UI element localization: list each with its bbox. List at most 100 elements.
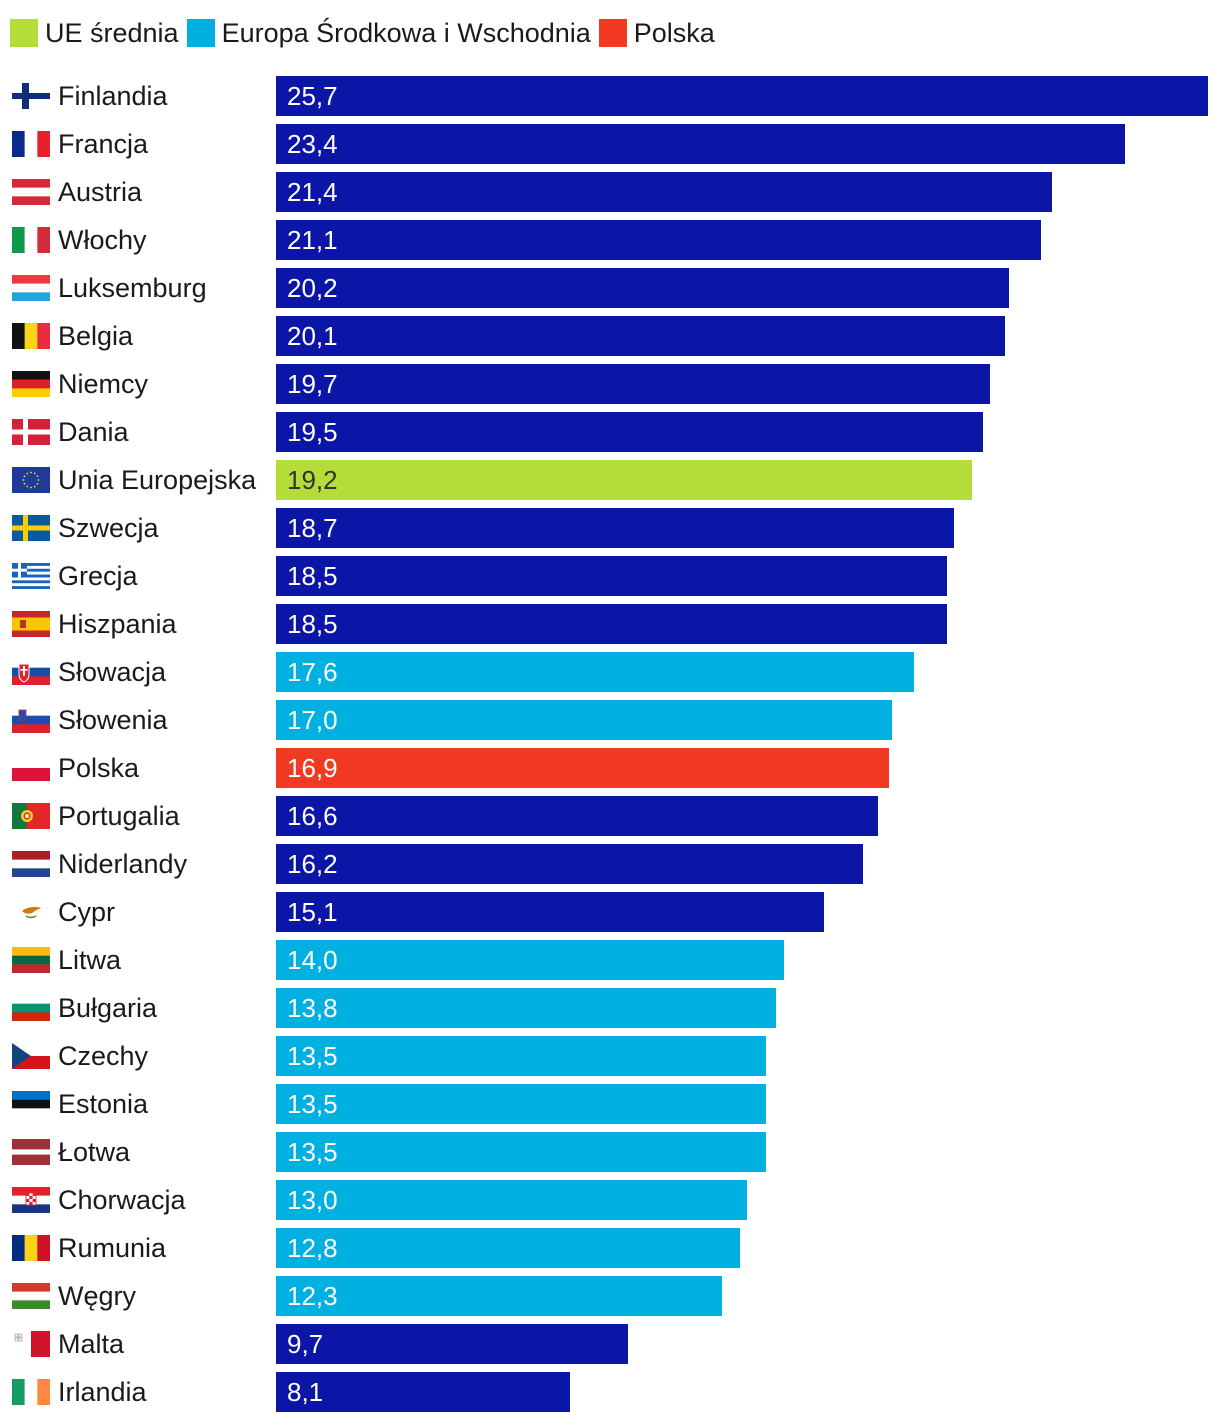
flag-lv-icon: [12, 1139, 50, 1165]
country-label: Szwecja: [58, 513, 159, 543]
country-label: Słowacja: [58, 657, 167, 687]
flag-lu-icon: [12, 275, 50, 301]
country-label: Grecja: [58, 561, 138, 591]
legend-label: Europa Środkowa i Wschodnia: [221, 17, 591, 48]
flag-pt-icon: [12, 803, 50, 829]
bar-estonia: [276, 1084, 766, 1124]
country-label: Niderlandy: [58, 849, 188, 879]
bar-austria: [276, 172, 1052, 212]
country-label: Litwa: [58, 945, 122, 975]
bar-dania: [276, 412, 983, 452]
bar-portugalia: [276, 796, 878, 836]
bar-luksemburg: [276, 268, 1009, 308]
legend: UE średnia Europa Środkowa i Wschodnia Pol…: [10, 16, 723, 50]
bar-value-label: 16,2: [287, 849, 338, 879]
legend-swatch: [186, 19, 215, 47]
bar-malta: [276, 1324, 628, 1364]
bar-value-label: 19,7: [287, 369, 338, 399]
country-label: Austria: [58, 177, 143, 207]
country-label: Cypr: [58, 897, 116, 927]
bar-łotwa: [276, 1132, 766, 1172]
bar-węgry: [276, 1276, 722, 1316]
legend-swatch: [598, 19, 627, 47]
legend-item: Polska: [598, 17, 715, 49]
country-label: Unia Europejska: [58, 465, 257, 495]
country-label: Polska: [58, 753, 140, 783]
bar-value-label: 13,5: [287, 1089, 338, 1119]
flag-bg-icon: [12, 995, 50, 1021]
bar-value-label: 13,8: [287, 993, 338, 1023]
legend-item: Europa Środkowa i Wschodnia: [186, 17, 591, 49]
legend-label: UE średnia: [45, 17, 179, 48]
country-label: Dania: [58, 417, 129, 447]
country-label: Finlandia: [58, 81, 168, 111]
bar-grecja: [276, 556, 947, 596]
bar-value-label: 14,0: [287, 945, 338, 975]
bar-francja: [276, 124, 1125, 164]
country-label: Irlandia: [58, 1377, 147, 1407]
legend-label: Polska: [633, 17, 715, 48]
flag-lt-icon: [12, 947, 50, 973]
country-label: Malta: [58, 1329, 125, 1359]
flag-dk-icon: [12, 419, 50, 445]
bar-unia-europejska: [276, 460, 972, 500]
flag-fr-icon: [12, 131, 50, 157]
country-label: Hiszpania: [58, 609, 177, 639]
flag-nl-icon: [12, 851, 50, 877]
flag-eu-icon: [12, 467, 50, 493]
country-label: Estonia: [58, 1089, 149, 1119]
country-label: Węgry: [58, 1281, 137, 1311]
flag-pl-icon: [12, 755, 50, 781]
bar-value-label: 16,9: [287, 753, 338, 783]
flag-hr-icon: [12, 1187, 50, 1213]
flag-ie-icon: [12, 1379, 50, 1405]
bar-rumunia: [276, 1228, 740, 1268]
flag-mt-icon: [12, 1331, 50, 1357]
flag-sk-icon: [12, 659, 50, 685]
legend-swatch: [10, 19, 38, 47]
bar-value-label: 12,8: [287, 1233, 338, 1263]
country-label: Bułgaria: [58, 993, 158, 1023]
bar-belgia: [276, 316, 1005, 356]
bar-value-label: 13,5: [287, 1137, 338, 1167]
bar-chorwacja: [276, 1180, 747, 1220]
bar-niemcy: [276, 364, 990, 404]
bar-value-label: 17,0: [287, 705, 338, 735]
bar-litwa: [276, 940, 784, 980]
bar-value-label: 8,1: [287, 1377, 324, 1407]
bar-czechy: [276, 1036, 766, 1076]
country-label: Portugalia: [58, 801, 180, 831]
flag-be-icon: [12, 323, 50, 349]
bar-value-label: 18,5: [287, 561, 338, 591]
flag-it-icon: [12, 227, 50, 253]
country-label: Chorwacja: [58, 1185, 186, 1215]
bar-szwecja: [276, 508, 954, 548]
bar-value-label: 21,4: [287, 177, 338, 207]
bar-irlandia: [276, 1372, 570, 1412]
bar-value-label: 18,5: [287, 609, 338, 639]
bar-value-label: 18,7: [287, 513, 338, 543]
country-label: Czechy: [58, 1041, 149, 1071]
bar-niderlandy: [276, 844, 863, 884]
bar-finlandia: [276, 76, 1208, 116]
bar-value-label: 13,5: [287, 1041, 338, 1071]
country-label: Włochy: [58, 225, 147, 255]
bar-value-label: 20,1: [287, 321, 338, 351]
bar-słowenia: [276, 700, 892, 740]
bar-value-label: 25,7: [287, 81, 338, 111]
bar-value-label: 15,1: [287, 897, 338, 927]
flag-at-icon: [12, 179, 50, 205]
flag-hu-icon: [12, 1283, 50, 1309]
bar-bułgaria: [276, 988, 776, 1028]
flag-ee-icon: [12, 1091, 50, 1117]
flag-cy-icon: [12, 899, 50, 925]
bar-value-label: 21,1: [287, 225, 338, 255]
flag-es-icon: [12, 611, 50, 637]
flag-se-icon: [12, 515, 50, 541]
bar-value-label: 23,4: [287, 129, 338, 159]
flag-fi-icon: [12, 83, 50, 109]
country-label: Francja: [58, 129, 149, 159]
flag-ro-icon: [12, 1235, 50, 1261]
bar-value-label: 16,6: [287, 801, 338, 831]
